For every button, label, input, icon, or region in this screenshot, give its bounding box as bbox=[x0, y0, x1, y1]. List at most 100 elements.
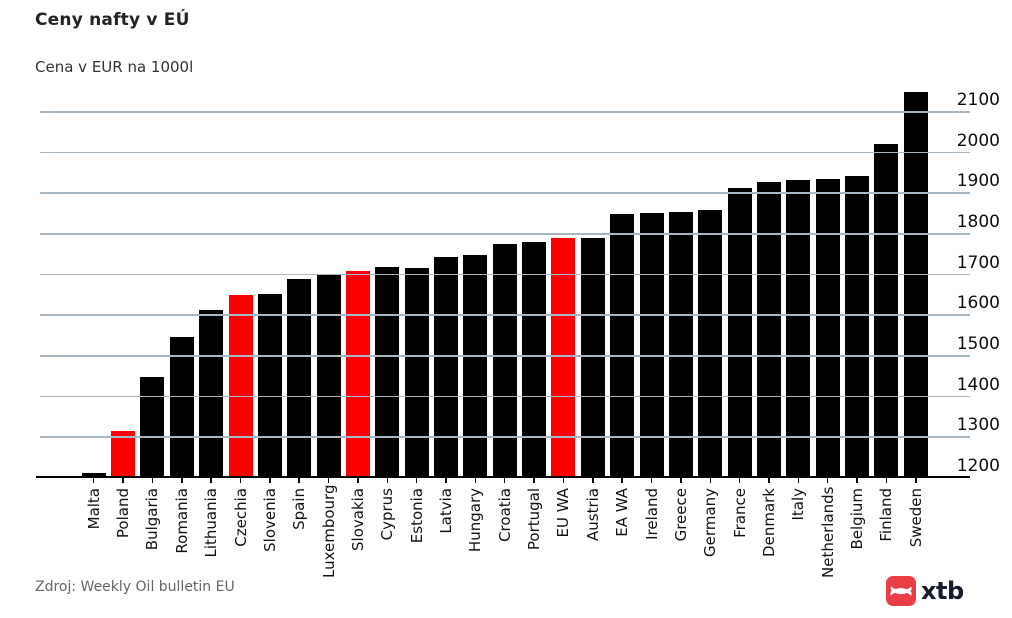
x-axis-label-ireland: Ireland bbox=[642, 488, 661, 540]
x-axis-label-latvia: Latvia bbox=[437, 488, 456, 534]
x-axis-label-luxembourg: Luxembourg bbox=[319, 484, 338, 579]
x-axis-label-ea-wa: EA WA bbox=[613, 488, 632, 537]
y-axis-tick-label-1700: 1700 bbox=[956, 252, 1000, 273]
bar-netherlands bbox=[815, 178, 840, 477]
x-axis-tick bbox=[298, 477, 300, 483]
bar-slovenia bbox=[257, 293, 282, 477]
x-axis-tick bbox=[386, 477, 389, 483]
bar-ea-wa bbox=[610, 214, 635, 477]
y-axis-tick-label-1300: 1300 bbox=[956, 415, 1000, 436]
x-axis-label-estonia: Estonia bbox=[407, 488, 426, 544]
gridline-1800 bbox=[40, 233, 970, 235]
x-axis-label-greece: Greece bbox=[671, 488, 690, 542]
x-axis-label-malta: Malta bbox=[84, 488, 103, 530]
bar-denmark bbox=[756, 182, 781, 477]
y-axis-tick-label-1800: 1800 bbox=[956, 212, 1000, 233]
x-axis-tick bbox=[181, 477, 183, 483]
x-axis-label-portugal: Portugal bbox=[525, 488, 544, 551]
x-axis-tick bbox=[151, 477, 154, 483]
bar-sweden bbox=[903, 92, 928, 477]
bar-czechia bbox=[228, 294, 253, 477]
gridline-1300 bbox=[40, 436, 970, 438]
bar-france bbox=[727, 187, 752, 477]
bar-greece bbox=[668, 211, 693, 477]
bar-ireland bbox=[639, 213, 664, 477]
x-axis-tick bbox=[474, 477, 477, 483]
x-axis-tick bbox=[357, 477, 359, 483]
x-axis-tick bbox=[445, 477, 447, 483]
bar-hungary bbox=[463, 254, 488, 477]
x-axis-tick bbox=[856, 477, 858, 483]
x-axis-tick bbox=[650, 477, 653, 483]
x-axis-tick bbox=[826, 477, 829, 483]
y-axis-tick-label-1200: 1200 bbox=[956, 456, 1000, 476]
bar-romania bbox=[169, 336, 194, 477]
x-axis-label-slovenia: Slovenia bbox=[260, 488, 279, 552]
y-axis-tick-label-2000: 2000 bbox=[956, 130, 1000, 151]
bar-latvia bbox=[434, 257, 459, 477]
gridline-1600 bbox=[40, 314, 970, 316]
bar-poland bbox=[111, 431, 136, 477]
gridline-1900 bbox=[40, 192, 970, 194]
bar-finland bbox=[874, 143, 899, 477]
bar-lithuania bbox=[199, 309, 224, 477]
x-axis-label-finland: Finland bbox=[877, 488, 896, 542]
x-axis-label-spain: Spain bbox=[290, 488, 309, 530]
x-axis-label-croatia: Croatia bbox=[495, 488, 514, 542]
x-axis-label-slovakia: Slovakia bbox=[348, 488, 367, 551]
bar-slovakia bbox=[345, 271, 370, 477]
x-axis-label-germany: Germany bbox=[701, 488, 720, 557]
bar-portugal bbox=[522, 241, 547, 477]
x-axis-label-netherlands: Netherlands bbox=[818, 486, 837, 578]
x-axis-tick bbox=[503, 477, 506, 483]
x-axis-tick bbox=[533, 477, 535, 483]
x-axis-tick bbox=[738, 477, 741, 483]
chart-subtitle: Cena v EUR na 1000l bbox=[35, 58, 194, 76]
gridline-2000 bbox=[40, 151, 970, 154]
bar-italy bbox=[786, 179, 811, 477]
x-axis-tick bbox=[621, 477, 623, 483]
bar-malta bbox=[81, 472, 106, 477]
x-axis-tick bbox=[415, 477, 418, 483]
bar-estonia bbox=[404, 268, 429, 477]
x-axis-label-denmark: Denmark bbox=[759, 488, 778, 557]
y-axis-tick-label-1900: 1900 bbox=[956, 171, 1000, 192]
x-axis-label-cyprus: Cyprus bbox=[378, 488, 397, 541]
bar-germany bbox=[698, 209, 723, 477]
x-axis-tick bbox=[210, 477, 212, 483]
gridline-1700 bbox=[40, 273, 970, 276]
y-axis-tick-label-1400: 1400 bbox=[956, 374, 1000, 395]
x-axis-tick bbox=[915, 477, 917, 483]
x-axis-label-lithuania: Lithuania bbox=[202, 488, 221, 558]
x-axis-tick bbox=[327, 477, 330, 483]
x-axis-label-belgium: Belgium bbox=[848, 488, 867, 550]
source-note: Zdroj: Weekly Oil bulletin EU bbox=[35, 579, 235, 595]
chart-title: Ceny nafty v EÚ bbox=[35, 10, 190, 30]
bar-cyprus bbox=[375, 267, 400, 477]
x-axis-label-austria: Austria bbox=[583, 488, 602, 541]
gridline-1500 bbox=[40, 355, 970, 357]
x-axis-tick bbox=[768, 477, 770, 483]
x-axis-label-bulgaria: Bulgaria bbox=[143, 488, 162, 551]
x-axis-tick bbox=[562, 477, 565, 483]
y-axis-tick-label-2100: 2100 bbox=[956, 90, 1000, 111]
x-axis-label-italy: Italy bbox=[789, 488, 808, 521]
x-axis-line bbox=[36, 475, 970, 478]
xtb-logo-text: xtb bbox=[921, 577, 964, 605]
x-axis-label-hungary: Hungary bbox=[466, 488, 485, 553]
x-axis-label-sweden: Sweden bbox=[906, 488, 925, 548]
x-axis-tick bbox=[885, 477, 888, 483]
x-axis-tick bbox=[239, 477, 242, 483]
x-axis-label-france: France bbox=[730, 488, 749, 538]
bar-croatia bbox=[492, 244, 517, 477]
plot-area bbox=[40, 85, 970, 477]
x-axis-tick bbox=[709, 477, 711, 483]
x-axis-tick bbox=[269, 477, 271, 483]
y-axis-tick-label-1600: 1600 bbox=[956, 293, 1000, 314]
x-axis-tick bbox=[122, 477, 124, 483]
x-axis-tick bbox=[592, 477, 594, 483]
x-axis-tick bbox=[797, 477, 800, 483]
gridline-1400 bbox=[40, 395, 970, 398]
x-axis-label-eu-wa: EU WA bbox=[554, 488, 573, 538]
x-axis-tick bbox=[92, 477, 95, 483]
